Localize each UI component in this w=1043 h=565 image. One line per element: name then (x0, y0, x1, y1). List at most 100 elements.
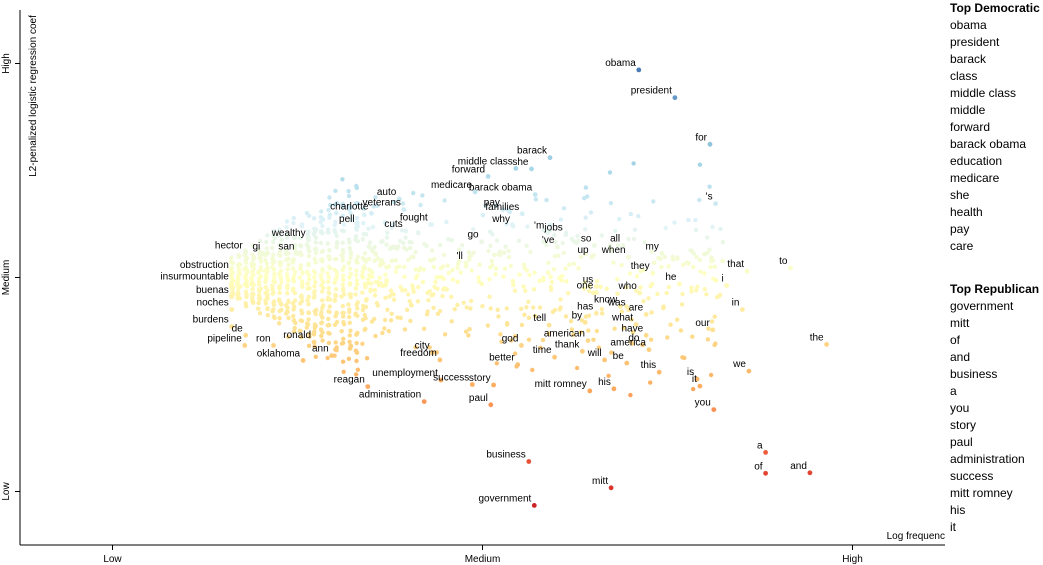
term-point (602, 357, 607, 363)
top-republican-term: government (950, 299, 1014, 313)
term-point (499, 339, 504, 344)
term-point (548, 284, 554, 290)
term-label: obama (605, 58, 636, 69)
term-point (384, 265, 389, 270)
term-label: cuts (384, 219, 402, 230)
term-point (469, 382, 475, 387)
term-point (403, 228, 409, 234)
term-point (455, 302, 460, 308)
term-point (678, 328, 684, 333)
term-point (318, 230, 324, 235)
term-point (631, 161, 636, 166)
term-point (276, 252, 282, 257)
term-point (313, 260, 318, 265)
term-point (363, 285, 368, 290)
term-point (396, 196, 402, 202)
term-point (583, 185, 589, 190)
term-point (375, 203, 380, 208)
term-point (277, 260, 282, 265)
term-point (582, 196, 587, 201)
term-point (383, 295, 388, 300)
term-point (306, 317, 311, 322)
term-point (311, 216, 317, 221)
term-point (690, 334, 695, 339)
term-point (354, 273, 359, 278)
term-point (585, 338, 591, 343)
top-democratic-title: Top Democratic (950, 1, 1040, 15)
term-point (355, 254, 360, 259)
term-point (306, 272, 311, 278)
term-point (297, 275, 303, 280)
term-point (711, 276, 716, 281)
term-point (679, 302, 685, 307)
term-label: story (469, 373, 491, 384)
top-republican-term: mitt (950, 316, 970, 330)
term-point (442, 198, 447, 203)
term-point (271, 252, 276, 257)
term-label: us (583, 275, 594, 286)
term-point (440, 293, 445, 299)
term-point (488, 229, 493, 234)
term-label: he (665, 272, 677, 283)
term-point (571, 332, 576, 337)
term-point (403, 235, 408, 240)
term-label: his (598, 377, 611, 388)
term-point (334, 210, 339, 216)
term-point (326, 264, 332, 269)
term-point (680, 291, 685, 297)
term-point (404, 307, 410, 312)
term-point (646, 296, 651, 301)
term-point (442, 252, 447, 258)
term-point (382, 326, 387, 331)
term-point (537, 305, 543, 310)
term-label: pipeline (207, 333, 242, 344)
term-point (340, 258, 345, 263)
term-point (299, 335, 304, 340)
term-point (318, 215, 324, 220)
term-point (383, 272, 388, 277)
term-point (487, 277, 492, 282)
term-point (242, 343, 248, 348)
top-democratic-term: middle (950, 103, 986, 117)
term-point (353, 312, 358, 317)
top-republican-term: administration (950, 452, 1025, 466)
term-point (286, 315, 291, 321)
term-point (292, 304, 297, 309)
term-label: what (611, 313, 633, 324)
term-point (386, 328, 391, 334)
term-label: medicare (431, 180, 473, 191)
term-point (298, 301, 303, 306)
term-point (485, 174, 491, 179)
term-label: by (572, 310, 583, 321)
term-point (427, 345, 432, 350)
term-point (487, 265, 493, 270)
term-label: for (695, 132, 707, 143)
term-point (632, 227, 638, 232)
term-point (277, 290, 282, 296)
term-point (341, 314, 346, 319)
term-point (321, 303, 326, 308)
term-point (313, 240, 318, 245)
term-point (306, 229, 311, 234)
term-point (284, 235, 290, 240)
term-point (334, 245, 339, 250)
term-point (340, 213, 345, 219)
term-point (425, 309, 430, 314)
x-axis-title: Log frequency (887, 531, 945, 542)
term-point (264, 261, 270, 266)
term-point (312, 275, 317, 280)
term-point (580, 348, 585, 354)
term-point (587, 288, 592, 294)
term-point (346, 237, 351, 242)
term-point (366, 281, 371, 286)
term-point (579, 318, 585, 323)
term-point (463, 260, 469, 266)
term-point (655, 291, 660, 297)
term-point (496, 314, 501, 319)
y-axis-title: L2-penalized logistic regression coef (28, 15, 39, 177)
term-label: insurmountable (160, 271, 229, 282)
term-label: government (478, 493, 531, 504)
term-point (744, 268, 750, 274)
term-label: has (577, 301, 593, 312)
term-point (551, 267, 557, 272)
